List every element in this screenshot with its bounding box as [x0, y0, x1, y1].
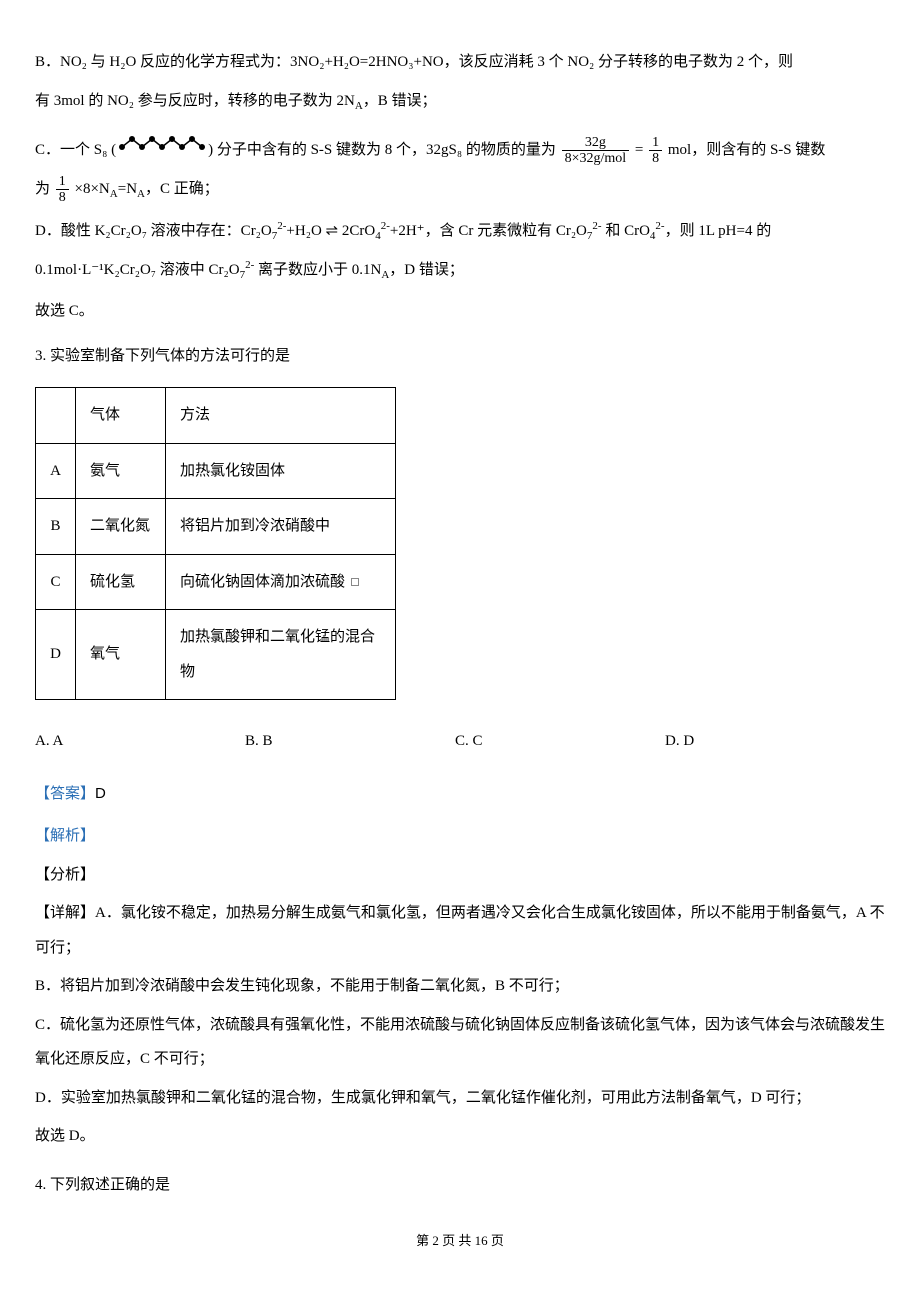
text: 0.1mol·L⁻¹K₂Cr₂O₇ 溶液中 Cr₂O — [35, 262, 240, 278]
cell: D — [36, 610, 76, 700]
answer-label: 【答案】 — [35, 786, 95, 802]
question-3-table: 气体 方法 A 氨气 加热氯化铵固体 B 二氧化氮 将铝片加到冷浓硝酸中 C 硫… — [35, 387, 396, 700]
header-cell — [36, 388, 76, 444]
text: mol，则含有的 S-S 键数 — [668, 142, 826, 158]
subscript: A — [137, 188, 145, 200]
table-row: C 硫化氢 向硫化钠固体滴加浓硫酸 — [36, 554, 396, 610]
text: ，B 错误； — [363, 93, 437, 109]
question-3-title: 3. 实验室制备下列气体的方法可行的是 — [35, 339, 885, 374]
analysis-label: 【解析】 — [35, 828, 95, 844]
header-cell: 方法 — [166, 388, 396, 444]
explanation-d-line2: 0.1mol·L⁻¹K₂Cr₂O₇ 溶液中 Cr₂O72- 离子数应小于 0.1… — [35, 253, 885, 288]
subscript: A — [355, 100, 363, 112]
text: ，则 1L pH=4 的 — [665, 223, 772, 239]
cell: C — [36, 554, 76, 610]
denominator: 8 — [649, 151, 662, 166]
fraction-3: 18 — [56, 174, 69, 206]
option-a: A. A — [35, 724, 245, 759]
table-row: A 氨气 加热氯化铵固体 — [36, 443, 396, 499]
equals: = — [635, 142, 647, 158]
text: 为 — [35, 181, 50, 197]
table-header-row: 气体 方法 — [36, 388, 396, 444]
marker-icon — [351, 578, 359, 586]
header-cell: 气体 — [76, 388, 166, 444]
superscript: 2- — [592, 220, 601, 232]
detail-d: D．实验室加热氯酸钾和二氧化锰的混合物，生成氯化钾和氧气，二氧化锰作催化剂，可用… — [35, 1081, 885, 1116]
text: C．一个 S₈ ( — [35, 142, 116, 158]
cell: 加热氯酸钾和二氧化锰的混合物 — [166, 610, 396, 700]
superscript: 2- — [381, 220, 390, 232]
fraction-2: 18 — [649, 135, 662, 167]
text: =N — [118, 181, 137, 197]
text: ) 分子中含有的 S-S 键数为 8 个，32gS₈ 的物质的量为 — [208, 142, 556, 158]
option-b: B. B — [245, 724, 455, 759]
answer-value: D — [95, 785, 106, 802]
option-d: D. D — [665, 724, 875, 759]
text: ，D 错误； — [389, 262, 464, 278]
superscript: 2- — [655, 220, 664, 232]
detail-a: 【详解】A．氯化铵不稳定，加热易分解生成氨气和氯化氢，但两者遇冷又会化合生成氯化… — [35, 896, 885, 965]
explanation-b-line1: B．NO₂ 与 H₂O 反应的化学方程式为：3NO₂+H₂O=2HNO₃+NO，… — [35, 45, 885, 80]
text: 有 3mol 的 NO₂ 参与反应时，转移的电子数为 2N — [35, 93, 355, 109]
superscript: 2- — [245, 259, 254, 271]
text: +2H⁺，含 Cr 元素微粒有 Cr₂O — [390, 223, 587, 239]
cell: 二氧化氮 — [76, 499, 166, 555]
table-row: D 氧气 加热氯酸钾和二氧化锰的混合物 — [36, 610, 396, 700]
text: ，C 正确； — [145, 181, 219, 197]
cell-text: 向硫化钠固体滴加浓硫酸 — [180, 574, 345, 590]
s8-molecule-diagram — [118, 133, 206, 169]
text: ×8×N — [75, 181, 110, 197]
text: 和 CrO — [602, 223, 650, 239]
explanation-b-line2: 有 3mol 的 NO₂ 参与反应时，转移的电子数为 2NA，B 错误； — [35, 84, 885, 119]
cell: 氨气 — [76, 443, 166, 499]
text: 离子数应小于 0.1N — [254, 262, 381, 278]
denominator: 8×32g/mol — [562, 151, 630, 166]
explanation-c-line2: 为 18 ×8×NA=NA，C 正确； — [35, 172, 885, 207]
question-4-title: 4. 下列叙述正确的是 — [35, 1168, 885, 1203]
denominator: 8 — [56, 190, 69, 205]
table-row: B 二氧化氮 将铝片加到冷浓硝酸中 — [36, 499, 396, 555]
detail-c: C．硫化氢为还原性气体，浓硫酸具有强氧化性，不能用浓硫酸与硫化钠固体反应制备该硫… — [35, 1008, 885, 1077]
numerator: 1 — [56, 174, 69, 190]
cell: 向硫化钠固体滴加浓硫酸 — [166, 554, 396, 610]
subscript: A — [110, 188, 118, 200]
explanation-c-line1: C．一个 S₈ ( ) 分子中含有的 S-S 键数为 8 个，32gS₈ 的物质的… — [35, 133, 885, 169]
cell: A — [36, 443, 76, 499]
detail-conclusion: 故选 D。 — [35, 1119, 885, 1154]
analysis-label-line: 【解析】 — [35, 819, 885, 854]
fraction-1: 32g8×32g/mol — [562, 135, 630, 167]
text: D．酸性 K₂Cr₂O₇ 溶液中存在：Cr₂O — [35, 223, 272, 239]
cell: 加热氯化铵固体 — [166, 443, 396, 499]
question-3-options: A. A B. B C. C D. D — [35, 724, 885, 759]
option-c: C. C — [455, 724, 665, 759]
conclusion: 故选 C。 — [35, 294, 885, 329]
numerator: 1 — [649, 135, 662, 151]
cell: 将铝片加到冷浓硝酸中 — [166, 499, 396, 555]
numerator: 32g — [562, 135, 630, 151]
page-footer: 第 2 页 共 16 页 — [35, 1226, 885, 1256]
analysis-heading: 【分析】 — [35, 858, 885, 893]
explanation-d-line1: D．酸性 K₂Cr₂O₇ 溶液中存在：Cr₂O72-+H₂O ⇌ 2CrO42-… — [35, 214, 885, 249]
cell: 硫化氢 — [76, 554, 166, 610]
cell: B — [36, 499, 76, 555]
cell: 氧气 — [76, 610, 166, 700]
text: +H₂O ⇌ 2CrO — [286, 223, 375, 239]
answer-line: 【答案】D — [35, 777, 885, 812]
detail-b: B．将铝片加到冷浓硝酸中会发生钝化现象，不能用于制备二氧化氮，B 不可行； — [35, 969, 885, 1004]
